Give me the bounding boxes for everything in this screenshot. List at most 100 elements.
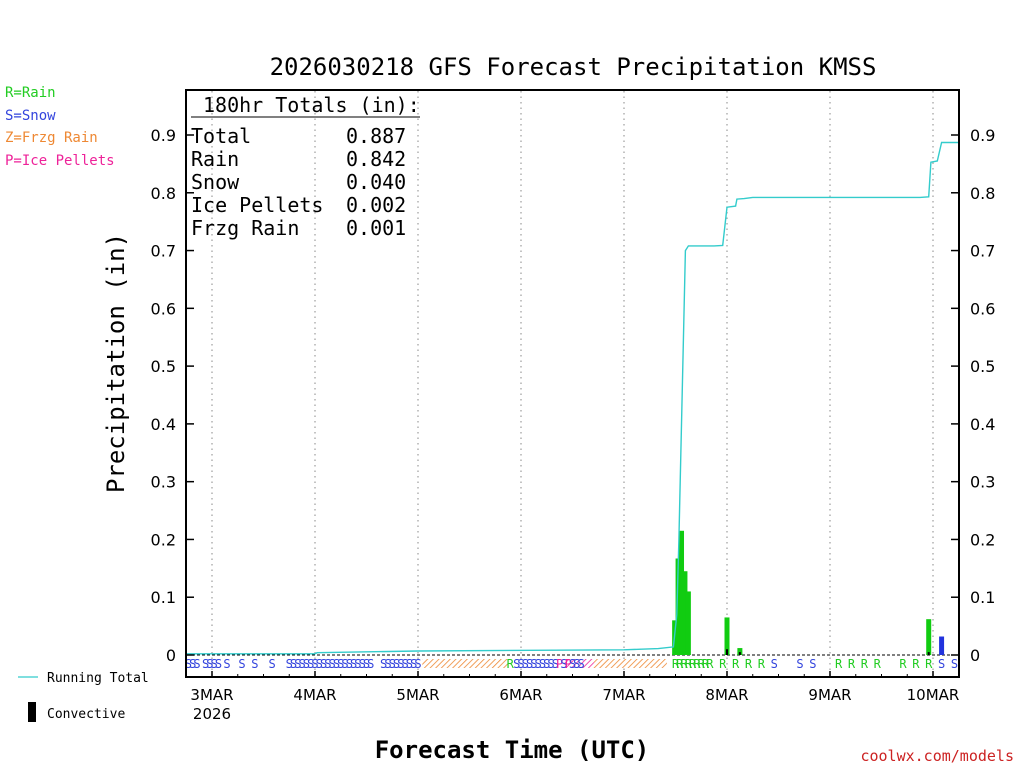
convective-legend-label: Convective	[47, 707, 125, 722]
ptype-letter: S	[569, 657, 576, 671]
ptype-letter: S	[552, 657, 559, 671]
convective-bar	[726, 649, 728, 655]
ptype-letter: S	[363, 657, 370, 671]
ptype-letter: S	[303, 657, 310, 671]
ptype-letter: S	[547, 657, 554, 671]
legend-snow: S=Snow	[5, 107, 56, 124]
legend-ice-pellets: P=Ice Pellets	[5, 152, 115, 169]
ptype-letter: S	[796, 657, 803, 671]
convective-legend-swatch	[28, 702, 36, 722]
ptype-letter: S	[290, 657, 297, 671]
ptype-letter: P	[565, 657, 572, 671]
x-tick-label: 7MAR	[602, 686, 645, 704]
y-tick-label-left: 0.3	[151, 473, 176, 492]
legend-frzg-rain: Z=Frzg Rain	[5, 130, 98, 146]
ptype-letter: R	[702, 657, 710, 671]
ptype-letter: S	[286, 657, 293, 671]
precip-bar-rain	[685, 591, 691, 655]
y-tick-label-left: 0.7	[151, 242, 176, 261]
ptype-letter: S	[402, 657, 409, 671]
y-tick-label-right: 0.1	[970, 588, 995, 607]
ptype-letter: R	[758, 657, 766, 671]
ptype-letter: S	[577, 657, 584, 671]
x-tick-sublabel: 2026	[193, 705, 231, 723]
ptype-letter: S	[384, 657, 391, 671]
ptype-legend: R=Rain S=Snow Z=Frzg Rain P=Ice Pellets	[5, 82, 115, 172]
ptype-letter: S	[951, 657, 958, 671]
ptype-letter: R	[672, 657, 680, 671]
precip-bar-rain	[724, 617, 730, 655]
y-tick-label-right: 0.3	[970, 473, 995, 492]
ptype-hatch-ice-pellets	[563, 659, 594, 668]
ptype-hatch-blocks	[422, 659, 667, 668]
totals-header: 180hr Totals (in):	[203, 93, 420, 117]
y-tick-label-right: 0.7	[970, 242, 995, 261]
y-tick-label-left: 0.9	[151, 126, 176, 145]
ptype-letter: S	[513, 657, 520, 671]
x-axis-label: Forecast Time (UTC)	[375, 736, 650, 764]
ptype-letter: R	[848, 657, 856, 671]
x-tick-label: 8MAR	[705, 686, 748, 704]
y-tick-label-right: 0	[970, 646, 980, 665]
ptype-letter: S	[215, 657, 222, 671]
totals-box: 180hr Totals (in): Total 0.887 Rain 0.84…	[191, 93, 420, 240]
ptype-letter: S	[333, 657, 340, 671]
y-tick-label-right: 0.4	[970, 415, 995, 434]
totals-row-value: 0.040	[346, 170, 406, 194]
plot-frame	[185, 89, 960, 678]
ptype-letter: R	[680, 657, 688, 671]
ptype-letter: R	[693, 657, 701, 671]
ptype-letter: S	[410, 657, 417, 671]
precip-bar-rain	[675, 558, 681, 655]
ptype-letter: S	[809, 657, 816, 671]
series-legend: Running Total Convective	[18, 671, 149, 722]
chart-title: 2026030218 GFS Forecast Precipitation KM…	[270, 53, 877, 81]
ptype-letter: S	[185, 657, 192, 671]
running-total-line	[187, 141, 958, 655]
x-tick-label: 10MAR	[907, 686, 960, 704]
ptype-letter: S	[206, 657, 213, 671]
y-tick-label-left: 0.4	[151, 415, 176, 434]
credit-text: coolwx.com/models	[860, 747, 1014, 765]
ptype-letter: S	[350, 657, 357, 671]
totals-row-value: 0.002	[346, 193, 406, 217]
totals-row-label: Ice Pellets	[191, 193, 323, 217]
ptype-letter: S	[346, 657, 353, 671]
ptype-letter: S	[193, 657, 200, 671]
y-tick-label-left: 0.6	[151, 299, 176, 318]
ptype-letter: R	[676, 657, 684, 671]
ptype-letter: R	[745, 657, 753, 671]
ptype-letter: S	[539, 657, 546, 671]
precip-bar-rain	[926, 619, 932, 655]
x-tick-label: 3MAR	[190, 686, 233, 704]
ptype-letter: R	[874, 657, 882, 671]
grid-lines	[187, 91, 958, 676]
ptype-letter: R	[706, 657, 714, 671]
ptype-letter: S	[380, 657, 387, 671]
ptype-letter: S	[324, 657, 331, 671]
running-total-line	[187, 141, 958, 655]
ptype-letter: S	[393, 657, 400, 671]
y-tick-label-left: 0.1	[151, 588, 176, 607]
ptype-letter: S	[560, 657, 567, 671]
totals-row-label: Rain	[191, 147, 239, 171]
ptype-letter: S	[397, 657, 404, 671]
ptype-letter: R	[912, 657, 920, 671]
x-tick-label: 6MAR	[499, 686, 542, 704]
ptype-letter: R	[835, 657, 843, 671]
ptype-letter: S	[202, 657, 209, 671]
y-tick-label-right: 0.2	[970, 530, 995, 549]
precip-bar-rain	[682, 571, 688, 655]
ptype-letter: S	[938, 657, 945, 671]
y-tick-label-left: 0	[166, 646, 176, 665]
ptype-hatch-frzg-rain	[593, 659, 667, 668]
ptype-letter: S	[189, 657, 196, 671]
y-tick-label-right: 0.5	[970, 357, 995, 376]
ptype-letter: P	[556, 657, 563, 671]
ptype-letter: S	[359, 657, 366, 671]
ptype-letter: S	[329, 657, 336, 671]
precip-bar-snow	[939, 636, 945, 655]
ptype-letter: S	[294, 657, 301, 671]
